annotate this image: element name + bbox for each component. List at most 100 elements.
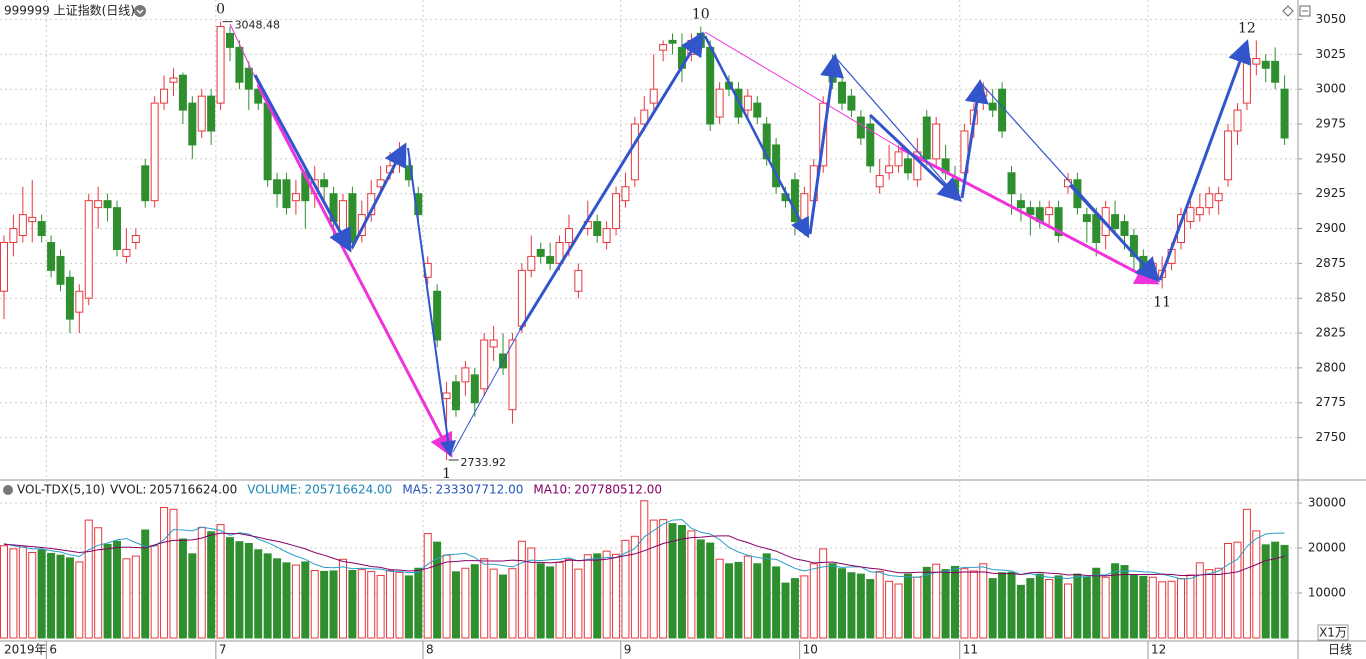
candle-body (0, 241, 8, 292)
volume-bar (1139, 575, 1148, 639)
candle-body (244, 67, 253, 90)
volume-bar (536, 563, 545, 639)
candle-body (75, 290, 84, 313)
zigzag-arrow (868, 113, 963, 203)
zigzag-arrow (1158, 39, 1252, 281)
volume-bar (338, 558, 347, 639)
volume-bar (1026, 578, 1035, 639)
volume-bar (1214, 567, 1223, 639)
volume-bar (84, 519, 93, 639)
candle-body (932, 123, 941, 160)
volume-bar (819, 548, 828, 639)
candle-body (659, 44, 668, 51)
volume-bar (1129, 574, 1138, 639)
volume-bar (1233, 541, 1242, 639)
menu-icon-chevron (136, 9, 144, 15)
menu-icon[interactable] (3, 485, 13, 495)
volume-bar (1224, 543, 1233, 639)
candle-body (1242, 58, 1251, 104)
volume-bar (903, 573, 912, 639)
readout-value: 233307712.00 (436, 483, 524, 497)
candle-body (1271, 60, 1280, 83)
ma-line (3, 532, 1285, 577)
volume-bar (480, 558, 489, 639)
candle-body (141, 165, 150, 202)
pivot-label: 12 (1238, 20, 1256, 36)
volume-bar (404, 575, 413, 639)
x-tick-label: 2019年 (4, 643, 47, 657)
candle-body (1129, 235, 1138, 257)
candle-body (903, 158, 912, 174)
candle-body (564, 228, 573, 243)
candle-body (197, 95, 206, 132)
volume-bar (357, 569, 366, 639)
volume-bar (734, 561, 743, 639)
candle-body (18, 214, 27, 237)
chart-title: 999999 上证指数(日线) (4, 3, 135, 18)
candle-body (225, 32, 234, 48)
volume-bar (555, 561, 564, 639)
candle-body (1195, 207, 1204, 216)
candle-body (112, 207, 121, 250)
candle-body (47, 241, 56, 271)
volume-bar (225, 537, 234, 639)
volume-title: VOL-TDX(5,10) (17, 483, 105, 497)
volume-bar (1101, 576, 1110, 639)
collapse-icon[interactable] (1299, 5, 1311, 17)
volume-bar (753, 563, 762, 639)
volume-bar (640, 500, 649, 639)
candle-body (1233, 109, 1242, 132)
volume-bar (433, 541, 442, 639)
volume-bar (273, 558, 282, 639)
candle-body (1186, 207, 1195, 223)
volume-bar (235, 541, 244, 639)
candle-body (640, 109, 649, 125)
volume-bar (461, 567, 470, 639)
volume-bar (715, 558, 724, 639)
volume-bar (28, 552, 37, 639)
volume-bar (56, 554, 65, 639)
volume-bar (696, 539, 705, 639)
volume-bar (423, 533, 432, 639)
volume-bar (1120, 565, 1129, 639)
candle-body (536, 248, 545, 257)
volume-bar (847, 572, 856, 639)
volume-bar (856, 573, 865, 639)
volume-bar (988, 578, 997, 639)
candle-body (847, 95, 856, 111)
volume-bar (866, 579, 875, 639)
y-tick-label: 3025 (1315, 47, 1346, 61)
volume-bar (75, 561, 84, 639)
volume-bar (612, 553, 621, 639)
candle-body (433, 290, 442, 341)
candle-body (320, 179, 329, 188)
candle-body (235, 46, 244, 83)
candle-body (602, 228, 611, 243)
candle-body (263, 102, 272, 181)
candle-body (9, 228, 18, 243)
diamond-icon[interactable] (1282, 5, 1294, 17)
volume-bar (1111, 563, 1120, 639)
volume-bar (1205, 569, 1214, 639)
volume-unit: X1万 (1319, 626, 1347, 640)
candle-body (254, 88, 263, 104)
candle-body (574, 269, 583, 292)
candle-body (56, 255, 65, 285)
y-tick-label: 3050 (1315, 12, 1346, 26)
volume-bar (1280, 544, 1289, 639)
candle-body (546, 255, 555, 264)
x-tick-label: 11 (963, 643, 978, 657)
candle-body (1054, 207, 1063, 237)
y-tick-label: 2825 (1315, 326, 1346, 340)
volume-bar (838, 568, 847, 639)
volume-bar (169, 508, 178, 639)
pivot-price: 2733.92 (461, 456, 507, 469)
candle-body (630, 123, 639, 181)
x-tick-label: 8 (426, 643, 434, 657)
candle-body (282, 179, 291, 209)
menu-icon[interactable] (134, 5, 146, 17)
volume-bar (1261, 544, 1270, 639)
y-tick-label: 2775 (1315, 395, 1346, 409)
candle-body (65, 276, 74, 320)
candle-body (593, 221, 602, 237)
